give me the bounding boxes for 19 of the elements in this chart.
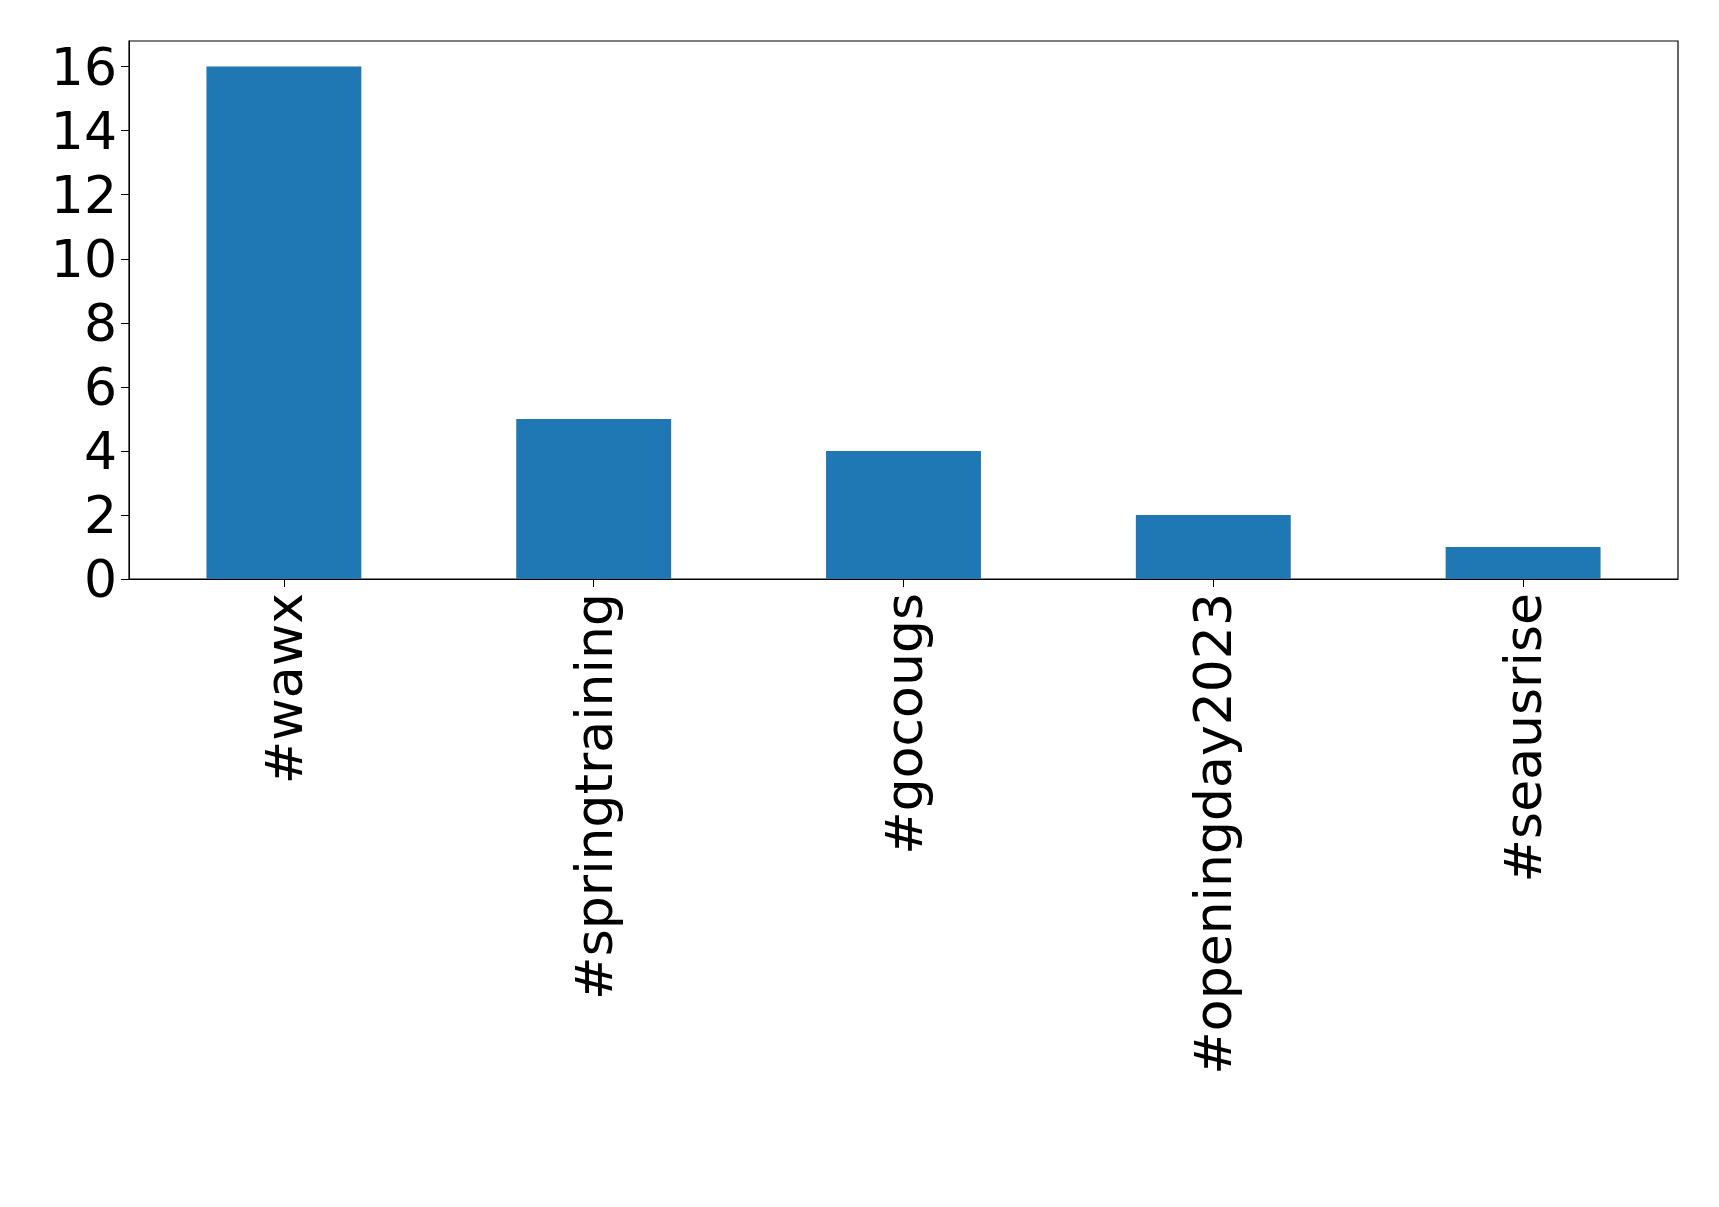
y-tick-label: 2 xyxy=(83,484,117,545)
x-tick-label: #seausrise xyxy=(1493,593,1554,883)
y-tick-label: 0 xyxy=(83,549,117,609)
bar xyxy=(826,450,981,579)
y-tick-label: 14 xyxy=(50,100,117,161)
y-tick-label: 16 xyxy=(50,36,117,97)
bar xyxy=(1445,546,1601,579)
x-tick-label: #wawx xyxy=(253,593,314,785)
y-tick-label: 10 xyxy=(50,228,117,289)
x-tick-label: #gocougs xyxy=(873,593,934,855)
bar xyxy=(206,66,362,579)
bar xyxy=(516,418,672,579)
y-tick-label: 4 xyxy=(83,420,117,481)
y-tick-label: 6 xyxy=(83,356,117,417)
x-tick-label: #openingday2023 xyxy=(1183,593,1244,1075)
x-tick-label: #springtraining xyxy=(563,593,624,1000)
y-tick-label: 12 xyxy=(50,164,117,225)
y-tick-label: 8 xyxy=(83,292,117,353)
bar xyxy=(1135,514,1291,579)
